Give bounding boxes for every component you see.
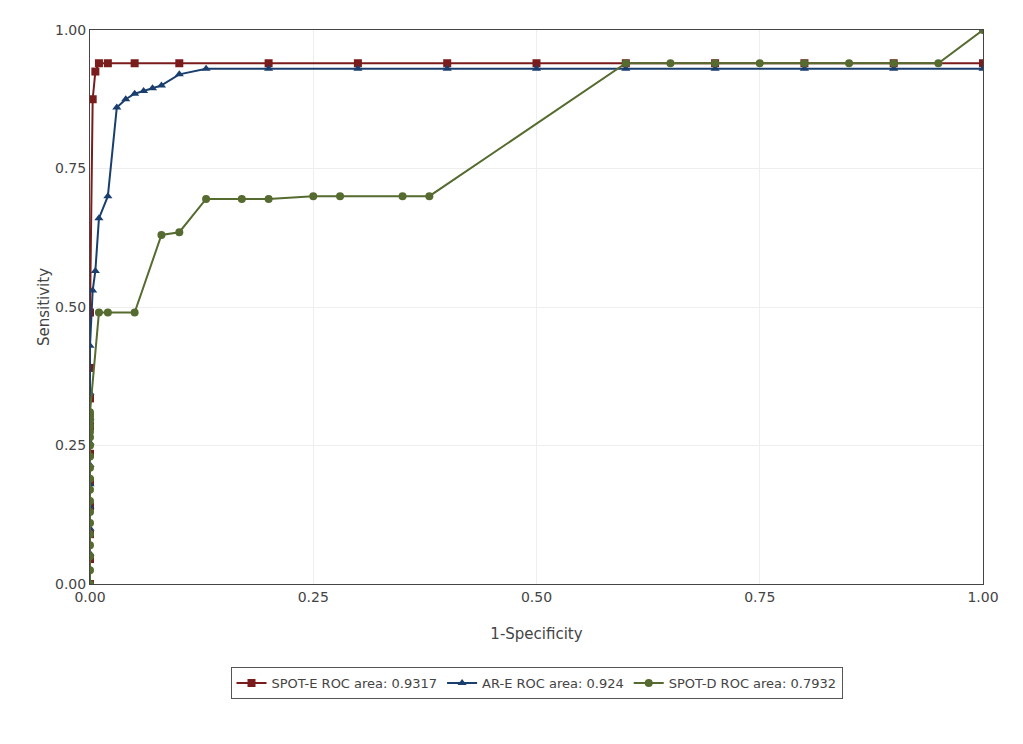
svg-text:0.25: 0.25 <box>298 589 329 605</box>
svg-text:1.00: 1.00 <box>967 589 998 605</box>
svg-text:0.00: 0.00 <box>74 589 105 605</box>
svg-text:0.50: 0.50 <box>55 299 86 315</box>
svg-text:1-Specificity: 1-Specificity <box>490 625 582 643</box>
svg-text:1.00: 1.00 <box>55 22 86 38</box>
svg-text:0.25: 0.25 <box>55 437 86 453</box>
svg-text:Sensitivity: Sensitivity <box>35 268 53 346</box>
svg-text:0.00: 0.00 <box>55 576 86 592</box>
svg-text:SPOT-E ROC area: 0.9317: SPOT-E ROC area: 0.9317 <box>272 676 438 691</box>
svg-text:0.50: 0.50 <box>521 589 552 605</box>
svg-text:SPOT-D ROC area: 0.7932: SPOT-D ROC area: 0.7932 <box>669 676 836 691</box>
svg-text:0.75: 0.75 <box>55 160 86 176</box>
svg-text:AR-E ROC area: 0.924: AR-E ROC area: 0.924 <box>482 676 624 691</box>
svg-text:0.75: 0.75 <box>744 589 775 605</box>
